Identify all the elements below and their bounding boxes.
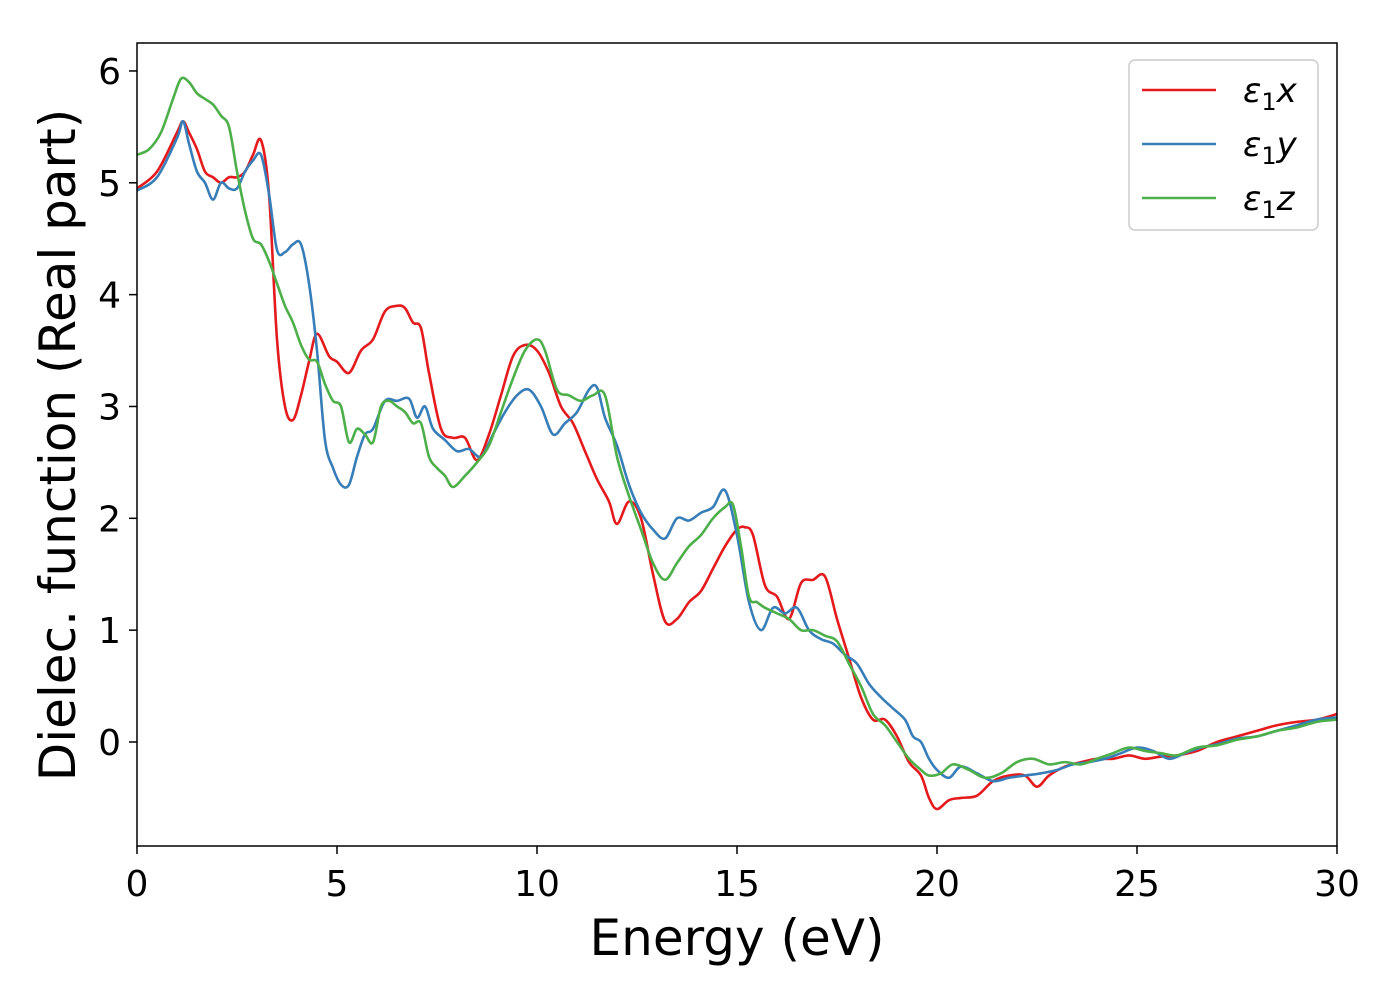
x-tick-label: 25 [1114,864,1160,905]
legend-label-x: ε1x [1243,71,1298,116]
y-axis-ticks: 0 1 2 3 4 5 6 [98,52,137,764]
x-tick-label: 15 [714,864,760,905]
y-tick-label: 4 [98,276,121,317]
series-line-z [137,76,1337,780]
x-axis-ticks: 0 5 10 15 20 25 30 [126,846,1360,905]
y-tick-label: 6 [98,52,121,93]
y-tick-label: 0 [98,723,121,764]
legend-label-z: ε1z [1243,179,1296,224]
legend-box [1128,59,1319,231]
x-tick-label: 10 [514,864,560,905]
legend: ε1x ε1y ε1z [1128,59,1319,231]
y-tick-label: 2 [98,499,121,540]
x-tick-label: 0 [126,864,149,905]
series-layer [137,76,1337,811]
y-axis-label: Dielec. function (Real part) [29,109,87,781]
series-line-x [137,119,1337,811]
series-line-y [137,119,1337,783]
legend-label-y: ε1y [1243,125,1298,170]
y-tick-label: 3 [98,387,121,428]
x-axis-label: Energy (eV) [590,909,885,967]
x-tick-label: 5 [326,864,349,905]
x-tick-label: 20 [914,864,960,905]
y-tick-label: 1 [98,611,121,652]
y-tick-label: 5 [98,164,121,205]
x-tick-label: 30 [1314,864,1360,905]
legend-items: ε1x ε1y ε1z [1142,71,1298,224]
